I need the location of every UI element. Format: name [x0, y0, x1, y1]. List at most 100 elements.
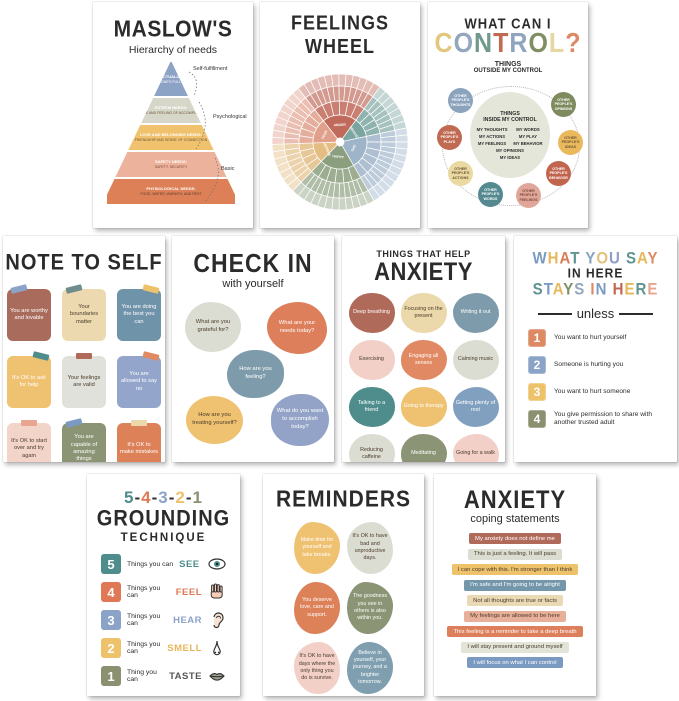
pyramid-level-desc: PRESTIGE AND FEELING OF ACCOMPLISHMENT [130, 111, 212, 116]
feelings-wheel-title: FEELINGS WHEEL [290, 11, 389, 58]
title-letter: R [635, 280, 648, 299]
title-letter: 5 [123, 488, 135, 507]
reminder-blob: Make time for yourself and take breaks. [294, 522, 340, 574]
anxiety-help-grid: Deep breathing Focusing on the present Wri… [342, 293, 505, 462]
inside-control-title-1: THINGS [500, 110, 520, 117]
unless-item-text: Someone is hurting you [554, 361, 624, 369]
grounding-sense-word: TASTE [169, 670, 202, 682]
tape-strip [32, 351, 50, 361]
check-in-title: CHECK IN [193, 248, 313, 278]
wheel-segment [271, 143, 285, 153]
title-letter: O [453, 27, 475, 59]
title-letter: T [570, 249, 581, 268]
sticky-note: You are allowed to say no [117, 351, 161, 408]
pyramid-level-name: ESTEEM NEEDS: [154, 105, 188, 111]
title-letter: 4 [141, 488, 152, 507]
sticky-note: Your boundaries matter [62, 284, 106, 341]
unless-item-text: You want to hurt yourself [554, 334, 627, 342]
unless-item-text: You give permission to share with anothe… [554, 410, 652, 427]
anxiety-help-title-big: ANXIETY [374, 257, 473, 286]
title-letter: R [509, 27, 529, 59]
anxiety-help-blob: Engaging all senses [400, 340, 447, 380]
mouth-icon [208, 667, 226, 685]
grounding-row: 3 Things you can HEAR [101, 610, 226, 630]
sticky-note: You are capable of amazing things [62, 418, 106, 462]
title-letter: U [609, 249, 621, 268]
check-in-blob: How are you treating yourself? [186, 396, 243, 444]
sticky-note: It's OK to ask for help [7, 351, 51, 408]
grounding-number: 5 [101, 554, 121, 574]
grounding-pre-text: Things you can [127, 560, 174, 568]
reminder-blob: It's OK to have days where the only thin… [294, 642, 340, 694]
title-letter: N [595, 280, 608, 299]
tape-strip [131, 420, 147, 426]
anxiety-help-blob: Going for a walk [452, 434, 499, 462]
wheel-segment [331, 73, 340, 87]
sticky-note: You are worthy and lovable [7, 284, 51, 341]
nose-icon [208, 639, 226, 657]
grounding-rows: 5 Things you can SEE 4 Things you can FEEL 3 Th… [87, 554, 240, 686]
pyramid-level-desc: FOOD, WATER, WARMTH, AND REST [140, 192, 202, 197]
poster-reminders: REMINDERS Make time for yourself and tak… [263, 474, 424, 696]
title-letter: O [596, 249, 609, 268]
anxiety-help-blob: Getting plenty of rest [452, 387, 499, 427]
title-letter: - [134, 488, 142, 507]
title-letter: S [574, 280, 586, 299]
title-letter: E [647, 280, 659, 299]
sticky-note: You are doing the best you can [117, 284, 161, 341]
grounding-sense-word: SEE [179, 558, 200, 570]
grounding-numbers-title: 5-4-3-2-1 [87, 488, 240, 508]
title-letter: 2 [175, 488, 186, 507]
check-in-blob: What do you want to accomplish today? [271, 394, 329, 446]
grounding-pre-text: Things you can [127, 585, 161, 599]
tape-strip [65, 418, 83, 428]
unless-item-number: 1 [528, 329, 546, 348]
outer-control-circle: OTHER PEOPLE'S IDEAS [558, 130, 583, 155]
title-letter: L [548, 27, 566, 59]
divider-line [619, 313, 654, 315]
grounding-subtitle: TECHNIQUE [120, 532, 207, 544]
grounding-number: 1 [101, 666, 121, 686]
anxiety-help-blob: Talking to a friend [348, 387, 395, 427]
grounding-pre-text: Thing you can [127, 669, 157, 683]
sticky-notes-grid: You are worthy and lovable Your boundarie… [3, 284, 165, 462]
control-title-colored: CONTROL? [428, 27, 588, 59]
grounding-pre-text: Things you can [127, 613, 161, 627]
poster-grounding-technique: 5-4-3-2-1 GROUNDING TECHNIQUE 5 Things yo… [87, 474, 240, 696]
anxiety-help-blob: Calming music [452, 340, 499, 380]
say-title-line3: STAYS IN HERE [514, 280, 677, 299]
title-letter: S [532, 280, 544, 299]
control-title-top: WHAT CAN I [464, 15, 552, 32]
outer-control-circle: OTHER PEOPLE'S THOUGHTS [448, 88, 473, 113]
check-in-blob: What are you grateful for? [185, 302, 241, 352]
title-letter: H [547, 249, 560, 268]
coping-statement: This feeling is a reminder to take a dee… [447, 626, 583, 637]
grounding-sense-word: FEEL [175, 586, 202, 598]
wheel-segment [322, 114, 357, 140]
divider-line [537, 313, 572, 315]
core-emotion-label: SURPRISE [321, 139, 332, 157]
title-letter: H [612, 280, 625, 299]
inside-control-item: MY FEELINGS [477, 140, 507, 146]
coping-statement: I will focus on what I can control [467, 657, 563, 668]
eye-icon [208, 555, 226, 573]
say-title-line1: WHAT YOU SAY [514, 249, 677, 268]
tape-strip [10, 284, 28, 294]
reminders-title: REMINDERS [275, 486, 411, 513]
outside-control-label-1: THINGS [494, 61, 522, 68]
title-letter: A [559, 249, 571, 268]
reminder-blob: You deserve love, care and support. [294, 582, 340, 634]
inside-control-item: MY IDEAS [499, 154, 521, 160]
tape-strip [76, 353, 92, 359]
inside-control-title-2: INSIDE MY CONTROL [483, 117, 537, 123]
title-letter: T [543, 280, 553, 299]
unless-item: 3 You want to hurt someone [528, 383, 663, 402]
check-in-blob: How are you feeling? [227, 350, 284, 398]
poster-what-you-say: WHAT YOU SAY IN HERE STAYS IN HERE unles… [514, 236, 677, 462]
outer-control-circle: OTHER PEOPLE'S OPINIONS [551, 92, 576, 117]
reminder-blob: The goodness you see in others is also w… [347, 582, 393, 634]
anxiety-coping-subtitle: coping statements [470, 513, 560, 525]
unless-item-number: 2 [528, 356, 546, 375]
coping-statement-list: My anxiety does not define me This is jus… [434, 533, 596, 668]
title-letter: S [626, 249, 638, 268]
